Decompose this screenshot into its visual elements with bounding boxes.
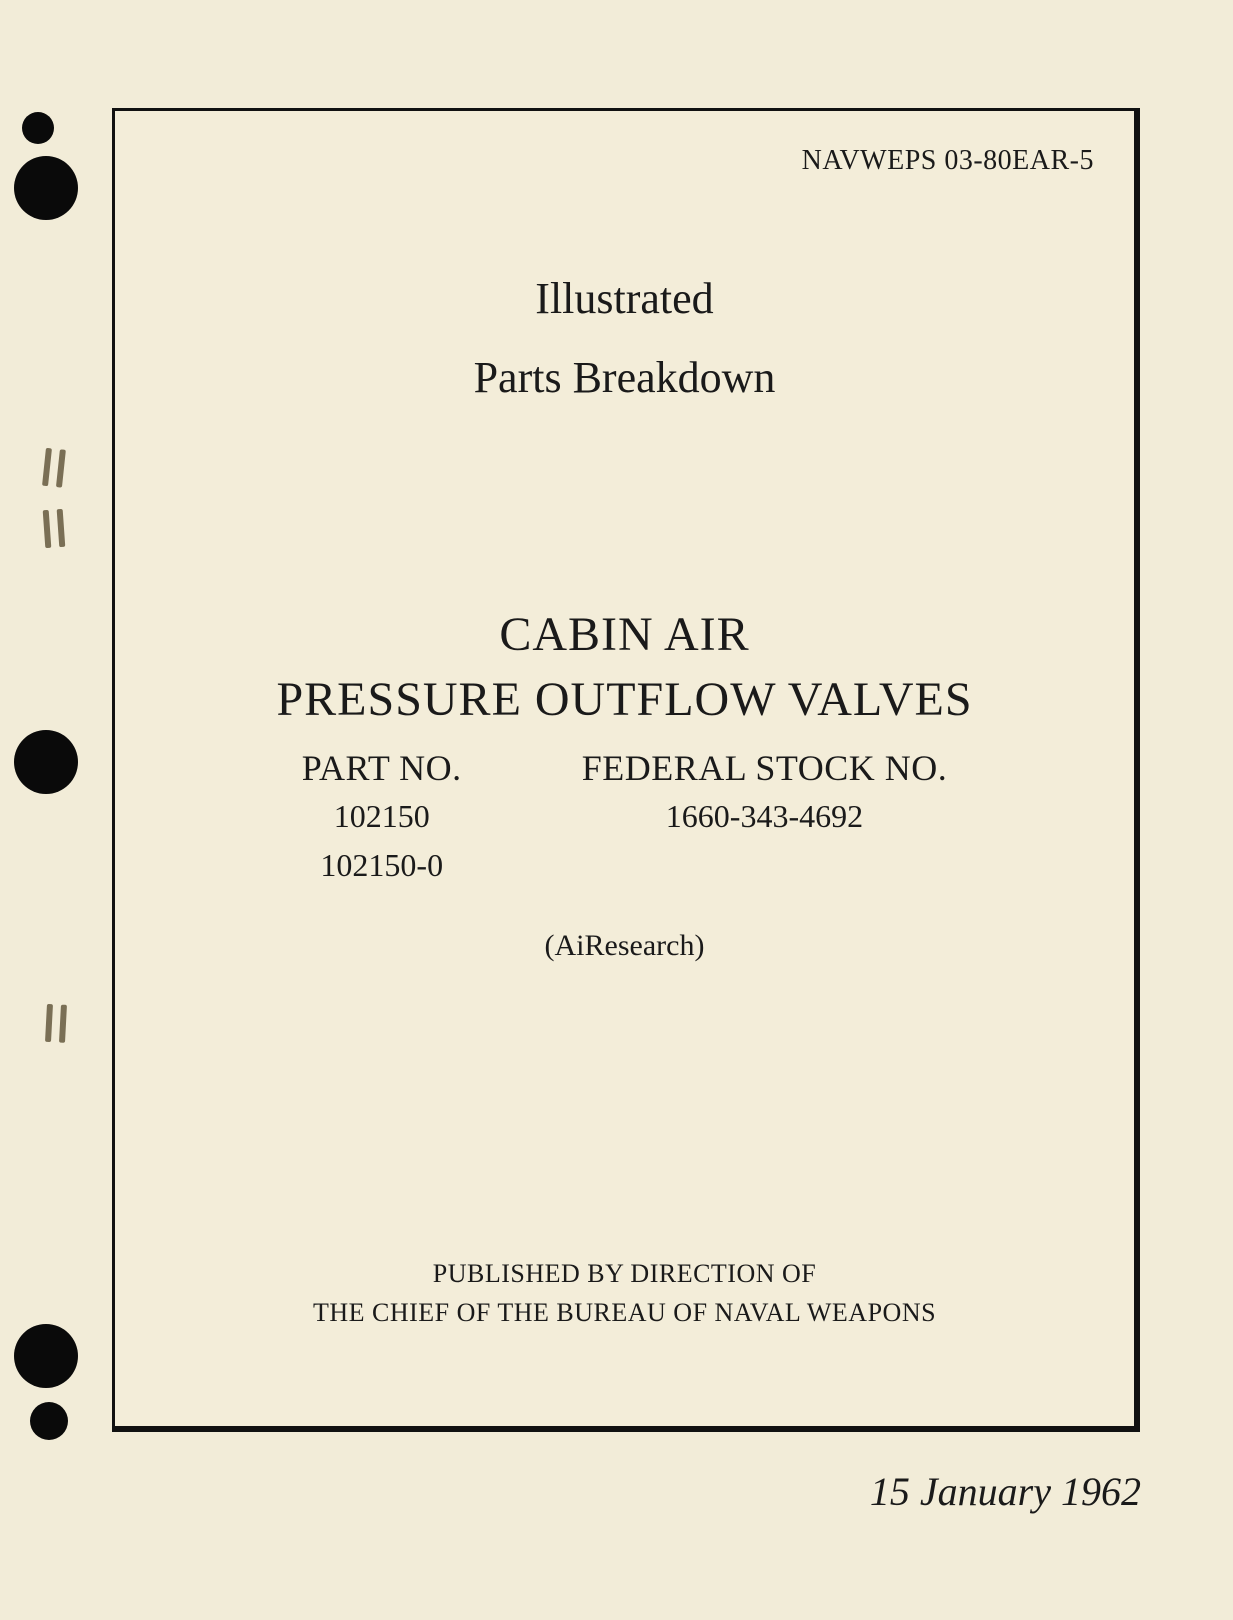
heading-line-2: Parts Breakdown [115, 338, 1134, 417]
title-line-1: CABIN AIR [115, 603, 1134, 668]
part-number-value: 102150-0 [302, 844, 462, 887]
punch-hole [22, 112, 54, 144]
heading: Illustrated Parts Breakdown [115, 259, 1134, 417]
part-number-label: PART NO. [302, 747, 462, 789]
publication-date: 15 January 1962 [870, 1468, 1141, 1515]
manufacturer: (AiResearch) [115, 929, 1134, 963]
staple-mark [45, 1004, 53, 1042]
document-number: NAVWEPS 03-80EAR-5 [802, 145, 1094, 177]
punch-hole [30, 1402, 68, 1440]
staple-mark [43, 510, 52, 548]
publisher-block: PUBLISHED BY DIRECTION OF THE CHIEF OF T… [115, 1254, 1134, 1332]
federal-stock-label: FEDERAL STOCK NO. [582, 747, 948, 789]
main-title: CABIN AIR PRESSURE OUTFLOW VALVES [115, 603, 1134, 733]
punch-hole [14, 730, 78, 794]
publisher-line-1: PUBLISHED BY DIRECTION OF [115, 1254, 1134, 1293]
part-number-column: PART NO. 102150 102150-0 [302, 747, 462, 887]
title-line-2: PRESSURE OUTFLOW VALVES [115, 668, 1134, 733]
staple-mark [42, 448, 52, 486]
federal-stock-value: 1660-343-4692 [582, 795, 948, 838]
publisher-line-2: THE CHIEF OF THE BUREAU OF NAVAL WEAPONS [115, 1293, 1134, 1332]
federal-stock-column: FEDERAL STOCK NO. 1660-343-4692 [582, 747, 948, 887]
page: NAVWEPS 03-80EAR-5 Illustrated Parts Bre… [0, 0, 1233, 1620]
punch-hole [14, 1324, 78, 1388]
punch-hole [14, 156, 78, 220]
heading-line-1: Illustrated [115, 259, 1134, 338]
part-number-value: 102150 [302, 795, 462, 838]
content-frame: NAVWEPS 03-80EAR-5 Illustrated Parts Bre… [112, 108, 1140, 1432]
reference-row: PART NO. 102150 102150-0 FEDERAL STOCK N… [115, 747, 1134, 887]
